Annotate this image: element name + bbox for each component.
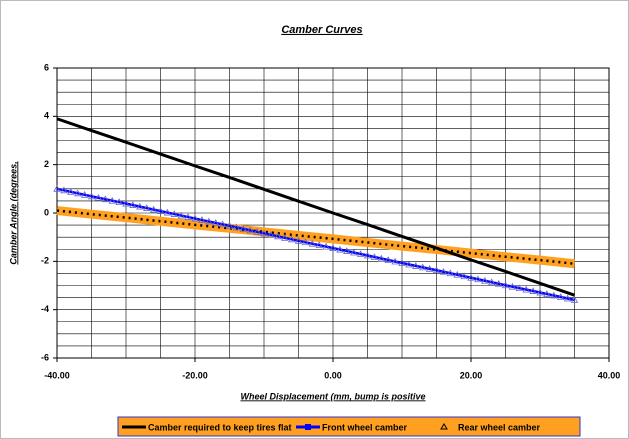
legend-label: Camber required to keep tires flat [148, 422, 292, 432]
legend-label: Rear wheel camber [458, 422, 541, 432]
legend: Camber required to keep tires flat Front … [118, 417, 580, 436]
y-tick-label: 6 [44, 62, 49, 72]
x-tick-label: 0.00 [324, 370, 342, 380]
y-axis-title: Camber Angle (degrees, [8, 161, 18, 264]
y-tick-label: -6 [41, 352, 49, 362]
y-tick-label: -4 [41, 304, 49, 314]
y-tick-label: 2 [44, 159, 49, 169]
chart-title: Camber Curves [281, 24, 362, 36]
legend-symbol [305, 424, 311, 430]
y-tick-label: 4 [44, 111, 49, 121]
x-tick-label: 20.00 [460, 370, 483, 380]
x-tick-label: -20.00 [182, 370, 208, 380]
x-tick-label: -40.00 [44, 370, 70, 380]
legend-label: Front wheel camber [322, 422, 408, 432]
y-tick-label: -2 [41, 256, 49, 266]
x-tick-label: 40.00 [598, 370, 621, 380]
chart: Camber Curves Wheel Displacement (mm, bu… [0, 0, 629, 439]
x-axis-title: Wheel Displacement (mm, bump is positive [240, 391, 425, 401]
y-tick-label: 0 [44, 207, 49, 217]
